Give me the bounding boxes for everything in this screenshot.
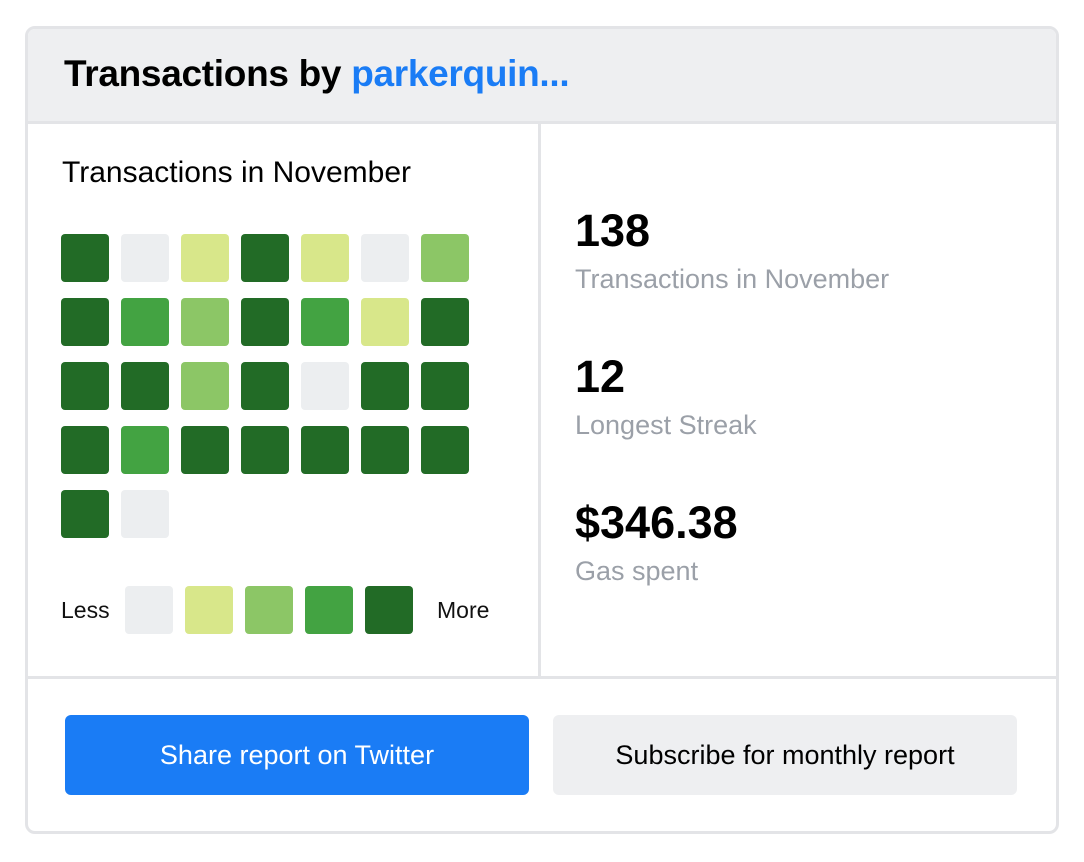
day-cell-22 xyxy=(61,426,109,474)
day-cell-24 xyxy=(181,426,229,474)
legend-less-label: Less xyxy=(61,597,110,623)
day-cell-6 xyxy=(361,234,409,282)
card-header: Transactions by parkerquin... xyxy=(28,29,1056,124)
day-cell-11 xyxy=(241,298,289,346)
day-cell-30 xyxy=(121,490,169,538)
day-cell-15 xyxy=(61,362,109,410)
stat-transactions: 138 Transactions in November xyxy=(575,204,889,296)
stat-streak-value: 12 xyxy=(575,351,626,402)
day-cell-2 xyxy=(121,234,169,282)
share-twitter-button[interactable]: Share report on Twitter xyxy=(65,715,529,795)
stats-panel: 138 Transactions in November 12 Longest … xyxy=(541,124,1056,676)
day-cell-5 xyxy=(301,234,349,282)
legend-swatch-level-2 xyxy=(245,586,293,634)
stat-streak-label: Longest Streak xyxy=(575,410,757,440)
day-cell-7 xyxy=(421,234,469,282)
username-link[interactable]: parkerquin... xyxy=(351,53,570,94)
stat-streak: 12 Longest Streak xyxy=(575,350,757,442)
subscribe-button[interactable]: Subscribe for monthly report xyxy=(553,715,1017,795)
day-cell-3 xyxy=(181,234,229,282)
legend-swatch-level-3 xyxy=(305,586,353,634)
stat-gas-label: Gas spent xyxy=(575,556,699,586)
calendar-legend: Less More xyxy=(61,586,511,634)
calendar-title: Transactions in November xyxy=(62,156,412,189)
day-cell-18 xyxy=(241,362,289,410)
day-cell-16 xyxy=(121,362,169,410)
day-cell-10 xyxy=(181,298,229,346)
title-prefix: Transactions by xyxy=(64,53,342,94)
legend-more-label: More xyxy=(437,597,490,623)
day-cell-28 xyxy=(421,426,469,474)
day-cell-21 xyxy=(421,362,469,410)
day-cell-1 xyxy=(61,234,109,282)
stat-transactions-label: Transactions in November xyxy=(575,264,890,294)
day-cell-9 xyxy=(121,298,169,346)
stat-gas: $346.38 Gas spent xyxy=(575,496,738,588)
day-cell-27 xyxy=(361,426,409,474)
day-cell-25 xyxy=(241,426,289,474)
day-cell-20 xyxy=(361,362,409,410)
day-cell-12 xyxy=(301,298,349,346)
day-cell-23 xyxy=(121,426,169,474)
calendar-panel: Transactions in November Less More xyxy=(28,124,541,676)
card-title: Transactions by parkerquin... xyxy=(64,53,570,95)
card-footer: Share report on Twitter Subscribe for mo… xyxy=(28,676,1056,831)
stat-transactions-value: 138 xyxy=(575,205,651,256)
day-cell-4 xyxy=(241,234,289,282)
legend-swatch-level-0 xyxy=(125,586,173,634)
day-cell-13 xyxy=(361,298,409,346)
day-cell-19 xyxy=(301,362,349,410)
day-cell-29 xyxy=(61,490,109,538)
day-cell-14 xyxy=(421,298,469,346)
stat-gas-value: $346.38 xyxy=(575,497,738,548)
transactions-card: Transactions by parkerquin... Transactio… xyxy=(25,26,1059,834)
legend-swatch-level-1 xyxy=(185,586,233,634)
legend-swatch-level-4 xyxy=(365,586,413,634)
day-cell-17 xyxy=(181,362,229,410)
day-cell-26 xyxy=(301,426,349,474)
day-cell-8 xyxy=(61,298,109,346)
